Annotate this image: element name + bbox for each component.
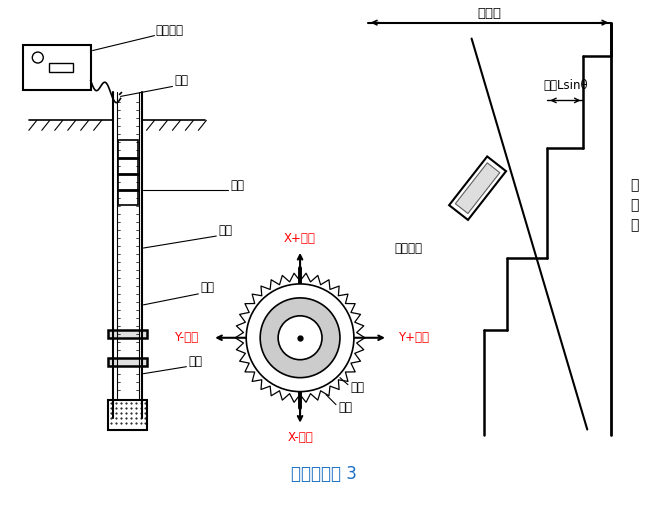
Text: 导槽: 导槽 xyxy=(350,381,364,394)
Text: 测读间距: 测读间距 xyxy=(395,241,422,255)
Text: 原: 原 xyxy=(630,178,638,192)
Text: Y-方向: Y-方向 xyxy=(174,331,198,344)
Polygon shape xyxy=(235,273,365,402)
Bar xyxy=(49,62,73,72)
Text: 测头: 测头 xyxy=(230,179,244,192)
Text: 位移Lsinθ: 位移Lsinθ xyxy=(543,79,588,92)
Text: X-方向: X-方向 xyxy=(287,431,313,444)
Text: 电缆: 电缆 xyxy=(174,74,189,87)
Text: 回填: 回填 xyxy=(189,355,202,368)
Bar xyxy=(108,400,148,430)
Text: 测斜原理图 3: 测斜原理图 3 xyxy=(291,465,357,484)
Circle shape xyxy=(278,316,322,360)
Circle shape xyxy=(246,284,354,392)
Bar xyxy=(449,156,506,220)
Text: Y+方向: Y+方向 xyxy=(399,331,429,344)
Text: 线: 线 xyxy=(630,218,638,232)
Text: 导轮: 导轮 xyxy=(338,401,352,414)
Bar xyxy=(108,358,148,366)
Bar xyxy=(23,45,91,90)
Bar xyxy=(108,330,148,338)
Circle shape xyxy=(32,52,43,63)
Circle shape xyxy=(260,298,340,377)
Bar xyxy=(456,163,500,213)
Text: 总位移: 总位移 xyxy=(478,7,502,20)
Text: 导管: 导管 xyxy=(200,281,214,295)
Text: X+方向: X+方向 xyxy=(284,232,316,244)
Bar xyxy=(117,140,137,205)
Text: 准: 准 xyxy=(630,198,638,212)
Text: 测读设备: 测读设备 xyxy=(156,24,183,37)
Text: 钻孔: 钻孔 xyxy=(218,224,232,237)
